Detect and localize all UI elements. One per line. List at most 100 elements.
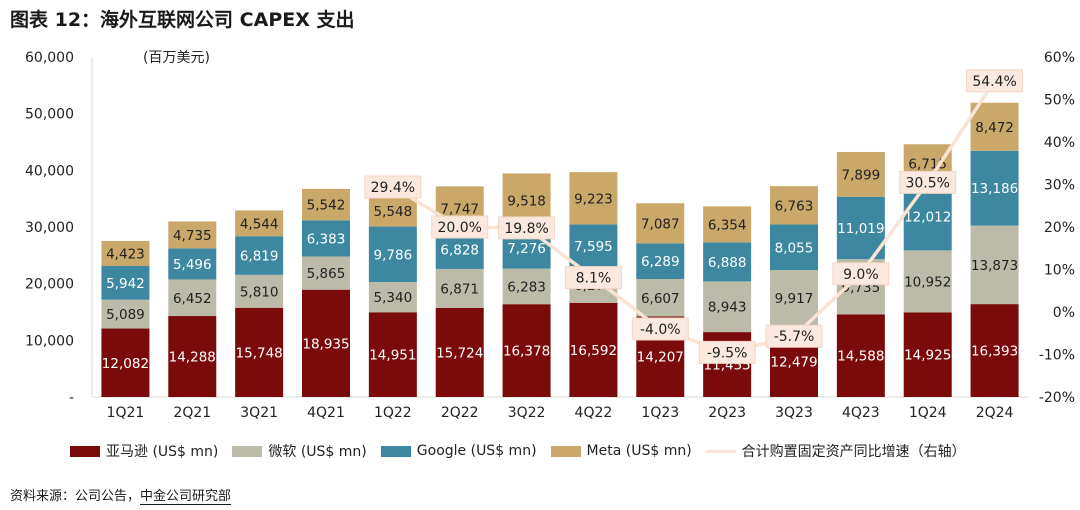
bar-google — [569, 224, 618, 268]
bar-google — [770, 224, 818, 271]
y-right-tick-label: 60% — [1044, 50, 1075, 66]
data-label-google: 6,819 — [240, 249, 279, 265]
growth-label-box — [498, 216, 556, 240]
data-label-meta: 9,223 — [574, 191, 613, 207]
data-label-amazon: 14,925 — [904, 348, 951, 364]
data-label-google: 7,276 — [507, 241, 546, 257]
data-label-amazon: 16,592 — [570, 343, 617, 359]
y-left-tick-label: 50,000 — [25, 107, 74, 123]
growth-label-box — [631, 317, 689, 341]
x-tick-label: 4Q23 — [842, 405, 880, 421]
bar-microsoft — [770, 270, 818, 327]
source-link[interactable]: 中金公司研究部 — [140, 489, 232, 505]
legend-label-microsoft: 微软 (US$ mn) — [268, 444, 367, 460]
bar-meta — [101, 240, 150, 267]
data-label-meta: 4,735 — [173, 228, 212, 244]
data-label-meta: 5,548 — [374, 204, 413, 220]
growth-label: 20.0% — [437, 220, 481, 236]
data-label-google: 5,496 — [173, 257, 212, 273]
data-label-microsoft: 13,873 — [971, 258, 1018, 274]
data-label-amazon: 16,393 — [971, 344, 1018, 360]
growth-label: 29.4% — [371, 180, 415, 196]
bar-google — [168, 248, 217, 280]
bar-google — [235, 236, 284, 275]
data-label-meta: 6,763 — [775, 198, 814, 214]
bar-google — [836, 196, 885, 260]
growth-label: -5.7% — [774, 329, 815, 345]
data-label-google: 7,595 — [574, 239, 613, 255]
y-left-tick-label: 40,000 — [25, 163, 74, 179]
y-right-tick-label: -10% — [1039, 348, 1075, 364]
data-label-amazon: 15,724 — [436, 345, 483, 361]
data-label-meta: 6,354 — [708, 217, 747, 233]
bar-meta — [368, 195, 417, 227]
bar-meta — [235, 210, 284, 237]
data-label-amazon: 12,082 — [102, 356, 149, 372]
data-label-google: 11,019 — [837, 221, 884, 237]
data-label-microsoft: 8,943 — [708, 300, 747, 316]
bar-amazon — [502, 304, 551, 397]
legend-item-amazon: 亚马逊 (US$ mn) — [70, 441, 218, 461]
x-tick-label: 1Q21 — [107, 405, 145, 421]
data-label-microsoft: 5,089 — [106, 307, 145, 323]
bar-microsoft — [502, 268, 551, 305]
data-label-microsoft: 9,917 — [775, 291, 814, 307]
growth-label: 19.8% — [504, 221, 548, 237]
chart-title: 图表 12：海外互联网公司 CAPEX 支出 — [10, 9, 355, 31]
bar-microsoft — [302, 256, 350, 290]
bar-amazon — [101, 328, 150, 397]
y-right-tick-label: 40% — [1044, 135, 1075, 151]
bar-meta — [836, 151, 885, 197]
y-right-tick-label: 30% — [1044, 178, 1075, 194]
data-label-google: 8,055 — [775, 240, 814, 256]
capex-chart: - 10,000 20,000 30,000 40,000 50,000 60,000 -20… — [25, 50, 1075, 421]
bar-microsoft — [703, 281, 752, 333]
y-left-tick-label: 20,000 — [25, 277, 74, 293]
y-left-tick-label: - — [69, 390, 74, 406]
data-label-microsoft: 5,810 — [240, 284, 279, 300]
x-tick-label: 1Q24 — [909, 405, 947, 421]
bar-amazon — [970, 304, 1019, 397]
data-label-google: 5,942 — [106, 276, 145, 292]
data-label-meta: 7,747 — [440, 201, 479, 217]
bar-microsoft — [168, 279, 217, 317]
data-label-amazon: 12,479 — [770, 355, 817, 371]
data-label-meta: 7,899 — [842, 167, 881, 183]
growth-label: 54.4% — [972, 74, 1016, 90]
y-right-tick-label: 0% — [1053, 305, 1075, 321]
bar-google — [302, 220, 350, 257]
legend-label-meta: Meta (US$ mn) — [586, 443, 692, 459]
bar-microsoft — [903, 250, 952, 313]
y-left-tick-label: 10,000 — [25, 333, 74, 349]
bar-amazon — [569, 302, 618, 397]
bar-google — [636, 243, 685, 280]
data-label-microsoft: 6,607 — [641, 291, 680, 307]
data-label-microsoft: 10,952 — [904, 274, 951, 290]
data-label-amazon: 18,935 — [302, 336, 349, 352]
x-tick-label: 3Q23 — [775, 405, 813, 421]
data-label-amazon: 16,378 — [503, 344, 550, 360]
data-label-google: 6,888 — [708, 255, 747, 271]
growth-label: -4.0% — [640, 322, 681, 338]
growth-label-box — [364, 175, 422, 199]
bar-meta — [770, 186, 818, 225]
y-left-tick-label: 60,000 — [25, 50, 74, 66]
growth-label-box — [431, 215, 489, 239]
source-prefix: 资料来源：公司公告， — [10, 489, 141, 504]
bar-meta — [703, 206, 752, 243]
bar-microsoft — [435, 268, 484, 308]
bar-amazon — [903, 312, 952, 397]
bar-meta — [302, 188, 350, 221]
legend-label-google: Google (US$ mn) — [416, 443, 537, 459]
bar-amazon — [368, 312, 417, 397]
legend: 亚马逊 (US$ mn) 微软 (US$ mn) Google (US$ mn)… — [70, 441, 966, 461]
data-label-google: 6,289 — [641, 254, 680, 270]
data-label-google: 12,012 — [904, 209, 951, 225]
data-label-microsoft: 5,865 — [307, 266, 346, 282]
bar-amazon — [168, 316, 217, 397]
bar-microsoft — [235, 274, 284, 308]
legend-swatch-microsoft — [232, 445, 263, 457]
bar-microsoft — [636, 279, 685, 317]
bar-microsoft — [970, 225, 1019, 305]
bar-google — [970, 150, 1019, 226]
